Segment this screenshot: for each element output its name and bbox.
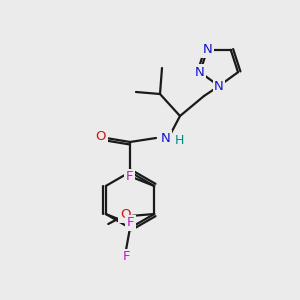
- Text: N: N: [214, 80, 224, 92]
- Text: H: H: [175, 134, 184, 146]
- Text: F: F: [122, 250, 130, 263]
- Text: N: N: [161, 131, 171, 145]
- Text: N: N: [202, 43, 212, 56]
- Text: F: F: [127, 217, 134, 230]
- Text: O: O: [120, 208, 130, 221]
- Text: O: O: [96, 130, 106, 143]
- Text: F: F: [125, 170, 133, 184]
- Text: N: N: [195, 66, 205, 79]
